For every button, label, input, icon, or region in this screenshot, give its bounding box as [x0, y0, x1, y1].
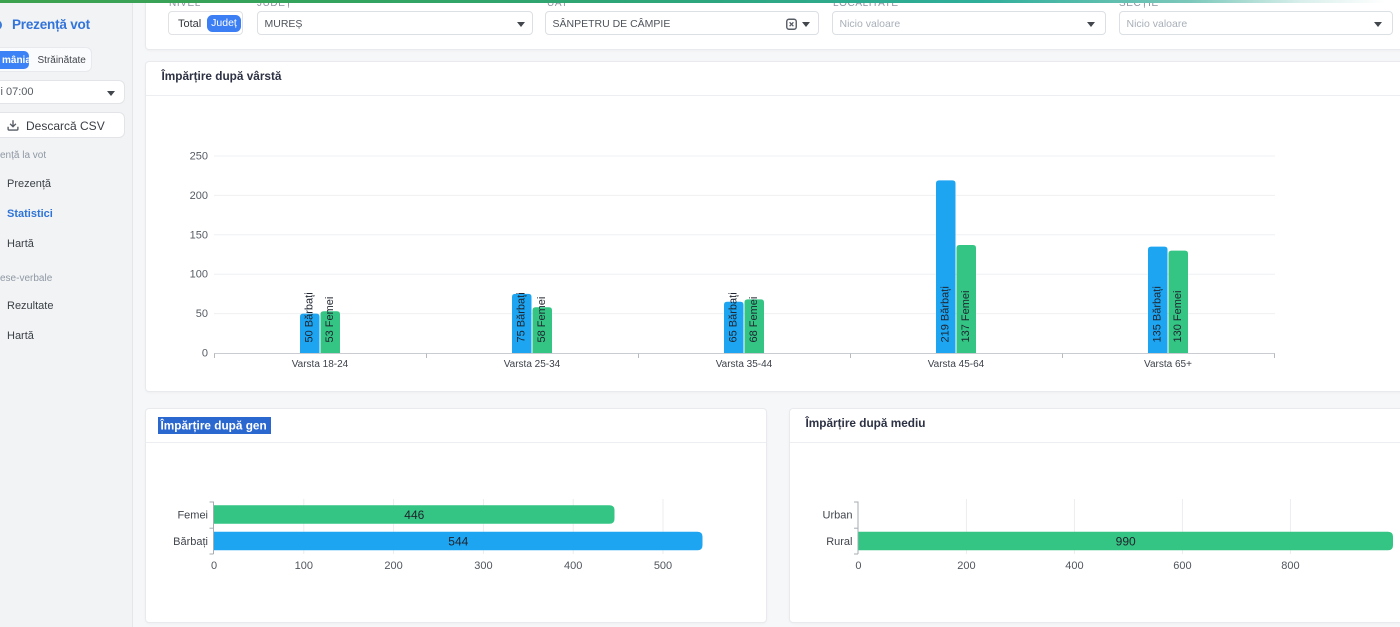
svg-text:130 Femei: 130 Femei: [1172, 291, 1184, 343]
svg-text:544: 544: [448, 535, 468, 549]
svg-text:300: 300: [474, 560, 492, 572]
svg-text:600: 600: [1173, 560, 1191, 572]
svg-text:100: 100: [295, 560, 313, 572]
svg-text:150: 150: [190, 229, 208, 241]
svg-text:50: 50: [196, 308, 208, 320]
svg-text:135 Bărbați: 135 Bărbați: [1151, 286, 1163, 342]
svg-text:Rural: Rural: [826, 536, 852, 548]
svg-text:200: 200: [957, 560, 975, 572]
svg-text:137 Femei: 137 Femei: [960, 291, 972, 343]
svg-text:68 Femei: 68 Femei: [748, 297, 760, 343]
svg-text:200: 200: [190, 190, 208, 202]
svg-text:446: 446: [404, 508, 424, 522]
svg-text:Varsta 35-44: Varsta 35-44: [716, 359, 773, 370]
svg-text:500: 500: [654, 560, 672, 572]
svg-text:250: 250: [190, 151, 208, 163]
svg-text:Varsta 65+: Varsta 65+: [1144, 359, 1192, 370]
svg-text:Varsta 45-64: Varsta 45-64: [928, 359, 985, 370]
svg-text:Bărbați: Bărbați: [173, 536, 208, 548]
svg-text:400: 400: [564, 560, 582, 572]
svg-text:Varsta 18-24: Varsta 18-24: [292, 359, 349, 370]
svg-text:0: 0: [202, 348, 208, 360]
svg-text:65 Bărbați: 65 Bărbați: [727, 292, 739, 342]
svg-text:219 Bărbați: 219 Bărbați: [939, 286, 951, 342]
svg-text:990: 990: [1116, 535, 1136, 549]
svg-text:50 Bărbați: 50 Bărbați: [303, 292, 315, 342]
svg-text:0: 0: [855, 560, 861, 572]
svg-text:200: 200: [384, 560, 402, 572]
svg-text:75 Bărbați: 75 Bărbați: [515, 292, 527, 342]
svg-text:0: 0: [211, 560, 217, 572]
svg-text:Varsta 25-34: Varsta 25-34: [504, 359, 561, 370]
svg-text:400: 400: [1065, 560, 1083, 572]
svg-text:53 Femei: 53 Femei: [324, 297, 336, 343]
svg-text:100: 100: [190, 269, 208, 281]
svg-text:Femei: Femei: [177, 510, 208, 522]
svg-text:58 Femei: 58 Femei: [536, 297, 548, 343]
svg-text:Urban: Urban: [823, 510, 853, 522]
svg-text:800: 800: [1281, 560, 1299, 572]
